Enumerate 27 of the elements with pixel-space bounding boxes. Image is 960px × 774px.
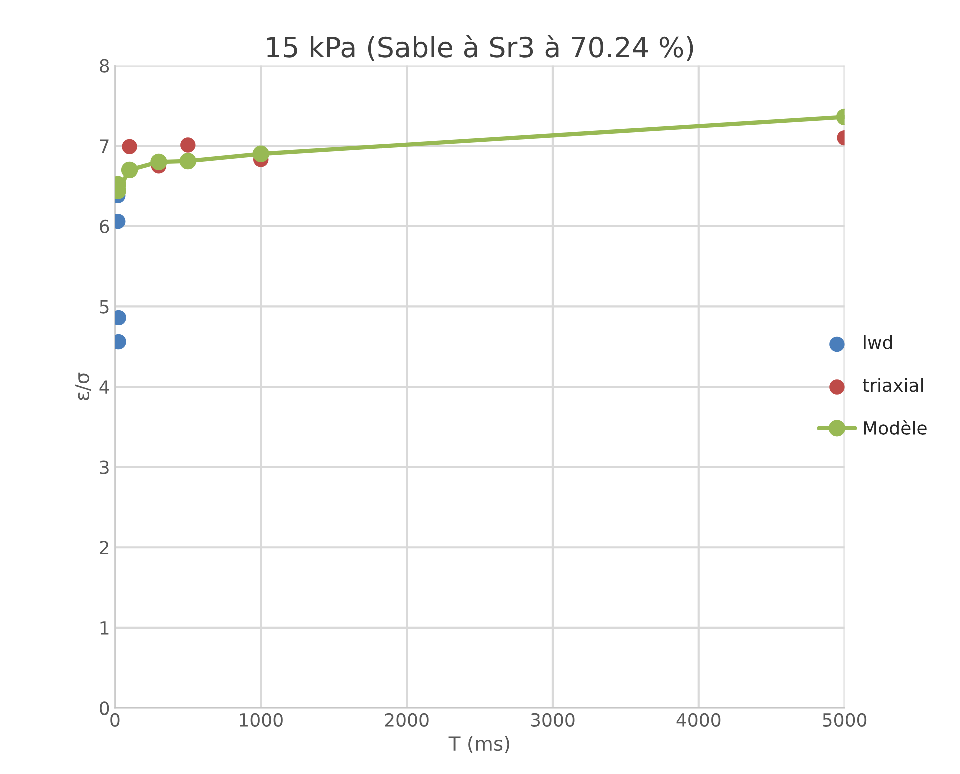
x-tick-label: 4000 (676, 713, 721, 728)
x-tick-label: 0 (110, 713, 120, 728)
y-tick-label: 7 (100, 140, 109, 153)
point (150, 154, 168, 170)
point (252, 146, 270, 162)
y-tick-label: 8 (100, 59, 110, 73)
legend-label: Modèle (864, 420, 927, 435)
x-tick-label: 3000 (531, 713, 575, 728)
y-tick-label: 5 (100, 300, 109, 314)
point (180, 138, 196, 153)
chart-title: 15 kPa (Sable à Sr3 à 70.24 %) (267, 35, 694, 62)
point (180, 153, 196, 170)
y-tick-label: 6 (100, 220, 110, 234)
x-tick-label: 1000 (240, 713, 283, 728)
point (122, 139, 138, 155)
y-tick-label: 2 (100, 541, 109, 554)
y-axis-title: ε/σ (75, 372, 92, 400)
x-tick-label: 5000 (823, 713, 867, 728)
y-tick-label: 4 (100, 380, 110, 394)
legend-label: lwd (864, 336, 892, 350)
y-tick-label: 3 (100, 460, 109, 474)
x-tick-label: 2000 (385, 713, 429, 728)
y-tick-label: 0 (100, 702, 110, 716)
legend-label: triaxial (862, 378, 924, 392)
x-axis-title: T (ms) (448, 736, 510, 754)
y-tick-label: 1 (100, 622, 109, 635)
point (121, 162, 138, 179)
